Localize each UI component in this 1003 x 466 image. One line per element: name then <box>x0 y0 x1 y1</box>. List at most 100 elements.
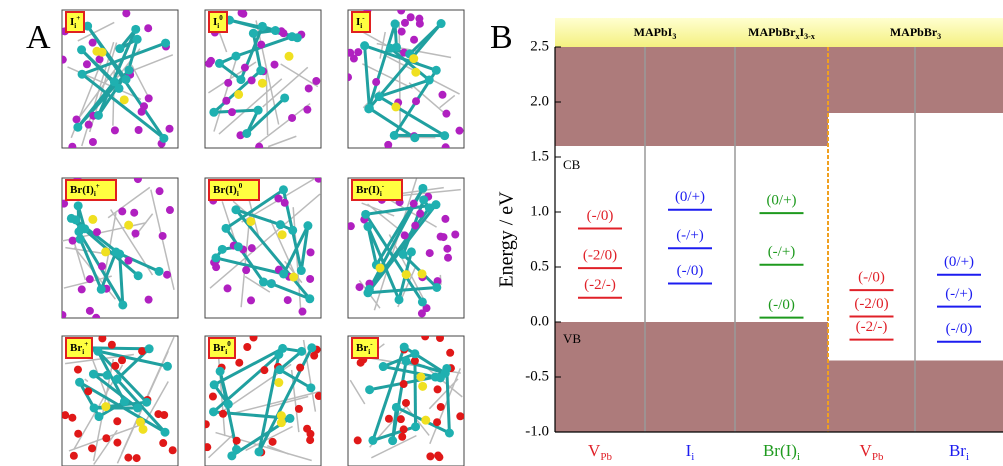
label-sup: 0 <box>219 14 223 22</box>
atom <box>161 39 170 48</box>
atom <box>446 349 454 357</box>
atom <box>295 405 303 413</box>
atom <box>115 44 124 53</box>
atom <box>163 271 171 279</box>
atom <box>258 79 267 88</box>
atom <box>426 249 434 257</box>
atom <box>288 226 297 235</box>
atom <box>386 44 395 53</box>
atom <box>248 76 256 84</box>
atom <box>305 294 314 303</box>
atom <box>365 285 374 294</box>
atom <box>278 230 287 239</box>
atom <box>297 266 306 275</box>
atom <box>236 75 245 84</box>
atom <box>434 452 442 460</box>
atom <box>248 244 256 252</box>
atom <box>93 228 101 236</box>
atom <box>98 262 106 270</box>
atom <box>235 359 243 367</box>
atom <box>212 263 220 271</box>
atom <box>307 248 315 256</box>
atom <box>456 412 464 420</box>
atom <box>231 205 240 214</box>
atom <box>433 418 441 426</box>
atom <box>451 230 459 238</box>
atom <box>361 210 370 219</box>
atom <box>397 415 405 423</box>
atom <box>133 403 142 412</box>
atom <box>376 263 385 272</box>
atom <box>209 407 218 416</box>
atom <box>74 430 82 438</box>
atom <box>421 416 430 425</box>
atom <box>133 454 141 462</box>
atom <box>280 29 288 37</box>
y-tick-label: 0.5 <box>530 258 549 274</box>
x-label: Br(I)i <box>763 441 800 463</box>
atom <box>232 445 241 454</box>
atom <box>73 123 82 132</box>
atom <box>246 217 255 226</box>
atom <box>239 10 247 18</box>
atom <box>145 296 153 304</box>
label-base: Br <box>70 342 82 354</box>
atom <box>444 254 452 262</box>
label-sub: i <box>966 451 969 463</box>
atom <box>135 126 143 134</box>
atom <box>118 356 126 364</box>
atom <box>440 131 449 140</box>
atom <box>122 75 131 84</box>
atom <box>134 271 143 280</box>
atom <box>166 206 174 214</box>
atom <box>285 52 294 61</box>
label-text: Br(I) <box>763 441 797 460</box>
atom <box>76 235 85 244</box>
label-sub: Pb <box>600 451 612 463</box>
atom <box>102 434 110 442</box>
atom <box>416 372 425 381</box>
atom <box>74 366 82 374</box>
label-sub: 3 <box>672 32 676 41</box>
label-sub: i <box>74 22 76 30</box>
y-tick-label: -1.0 <box>525 423 549 439</box>
x-label: VPb <box>588 441 612 463</box>
atom <box>402 399 410 407</box>
atom <box>425 203 434 212</box>
atom <box>94 111 103 120</box>
atom <box>131 229 139 237</box>
atom <box>286 414 295 423</box>
x-label: VPb <box>860 441 884 463</box>
atom <box>372 78 380 86</box>
atom <box>112 248 121 257</box>
atom <box>284 296 292 304</box>
atom <box>97 285 106 294</box>
atom <box>92 314 100 322</box>
atom <box>305 84 313 92</box>
atom <box>303 425 311 433</box>
atom <box>216 367 225 376</box>
atom <box>222 97 230 105</box>
label-sub: 3-x <box>804 32 815 41</box>
atom <box>269 438 277 446</box>
atom <box>279 185 288 194</box>
atom <box>411 68 420 77</box>
level-label: (-/0) <box>768 297 795 313</box>
atom <box>85 121 93 129</box>
methyl <box>399 22 400 129</box>
atom <box>391 19 400 28</box>
atom <box>445 429 454 438</box>
atom <box>92 47 101 56</box>
atom <box>442 110 450 118</box>
atom <box>89 39 97 47</box>
atom <box>400 425 408 433</box>
atom <box>86 275 94 283</box>
atom <box>365 104 374 113</box>
atom <box>145 94 153 102</box>
figure: A B Ii+Ii0Ii-Br(I)i+Br(I)i0Br(I)i-Bri+Br… <box>0 0 1003 466</box>
atom <box>415 15 423 23</box>
atom <box>276 220 285 229</box>
level-label: (-/0) <box>587 208 614 224</box>
atom <box>84 387 92 395</box>
y-tick-label: 1.5 <box>530 148 549 164</box>
